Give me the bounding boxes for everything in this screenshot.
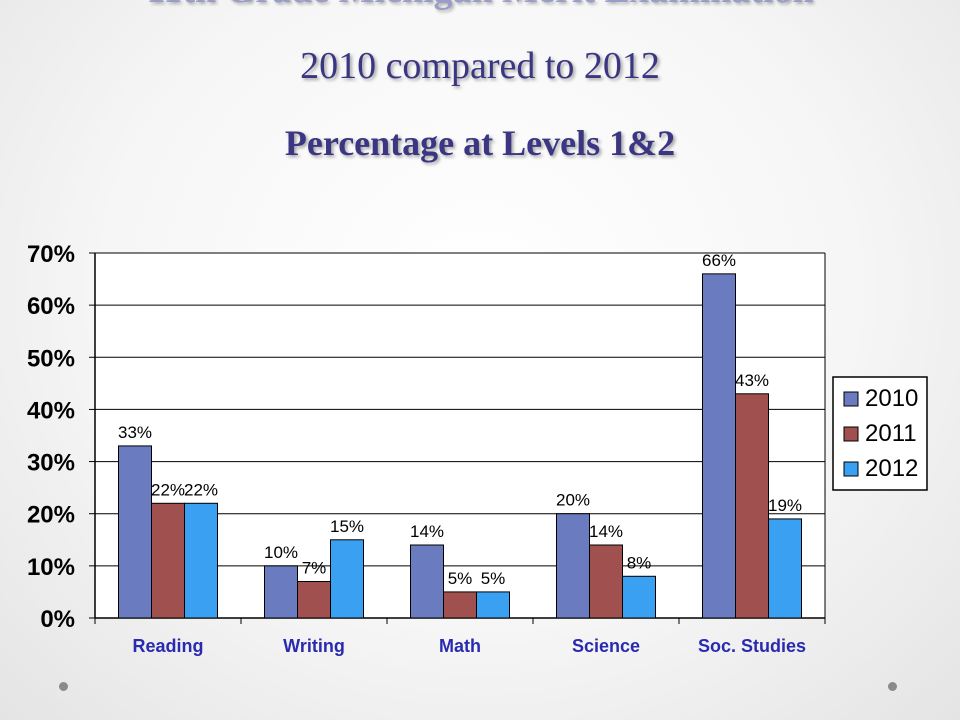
data-label: 5% xyxy=(448,569,473,588)
legend-label-2011: 2011 xyxy=(865,420,917,447)
y-tick-label: 20% xyxy=(27,502,75,529)
x-category-label: Soc. Studies xyxy=(698,636,806,656)
bar-2010-writing xyxy=(264,565,298,619)
data-label: 8% xyxy=(627,553,652,572)
x-category-label: Writing xyxy=(283,636,345,656)
bar-2011-reading xyxy=(151,502,185,619)
y-tick-label: 0% xyxy=(40,606,75,633)
data-label: 22% xyxy=(151,480,185,499)
y-tick-label: 70% xyxy=(27,241,75,268)
y-tick-label: 60% xyxy=(27,293,75,320)
data-label: 22% xyxy=(184,480,218,499)
legend-swatch-2012 xyxy=(843,461,859,477)
bar-2012-science xyxy=(622,575,656,619)
data-label: 33% xyxy=(118,423,152,442)
legend-swatch-2010 xyxy=(843,391,859,407)
bar-2012-reading xyxy=(184,502,218,619)
bar-2010-math xyxy=(410,544,444,619)
data-label: 19% xyxy=(768,496,802,515)
bar-2010-reading xyxy=(118,445,152,619)
slide-title-line3: Percentage at Levels 1&2 xyxy=(284,123,676,163)
data-label: 5% xyxy=(481,569,506,588)
legend-swatch-2011 xyxy=(843,426,859,442)
x-category-label: Math xyxy=(439,636,481,656)
data-label: 7% xyxy=(302,559,327,578)
x-category-label: Science xyxy=(572,636,640,656)
legend-label-2010: 2010 xyxy=(865,385,918,412)
y-tick-label: 30% xyxy=(27,450,75,477)
data-label: 20% xyxy=(556,491,590,510)
slide-title-line2: 2010 compared to 2012 xyxy=(300,45,660,87)
data-label: 14% xyxy=(589,522,623,541)
bar-2010-science xyxy=(556,513,590,619)
bar-2011-science xyxy=(589,544,623,619)
legend-label-2012: 2012 xyxy=(865,455,918,482)
y-tick-label: 10% xyxy=(27,554,75,581)
data-label: 43% xyxy=(735,371,769,390)
data-label: 14% xyxy=(410,522,444,541)
slide-nav-dot-left xyxy=(59,682,68,691)
slide-nav-dot-right xyxy=(888,682,897,691)
data-label: 66% xyxy=(702,251,736,270)
data-label: 10% xyxy=(264,543,298,562)
slide-title-line1: 11th Grade Michigan Merit Examination xyxy=(0,0,960,12)
bar-2011-soc-studies xyxy=(735,393,769,619)
bar-2011-math xyxy=(443,591,477,619)
bar-2011-writing xyxy=(297,581,331,619)
x-category-label: Reading xyxy=(132,636,203,656)
bar-2012-soc-studies xyxy=(768,518,802,619)
data-label: 15% xyxy=(330,517,364,536)
bar-2010-soc-studies xyxy=(702,273,736,619)
bar-2012-math xyxy=(476,591,510,619)
y-tick-label: 50% xyxy=(27,345,75,372)
y-tick-label: 40% xyxy=(27,397,75,424)
bar-2012-writing xyxy=(330,539,364,619)
